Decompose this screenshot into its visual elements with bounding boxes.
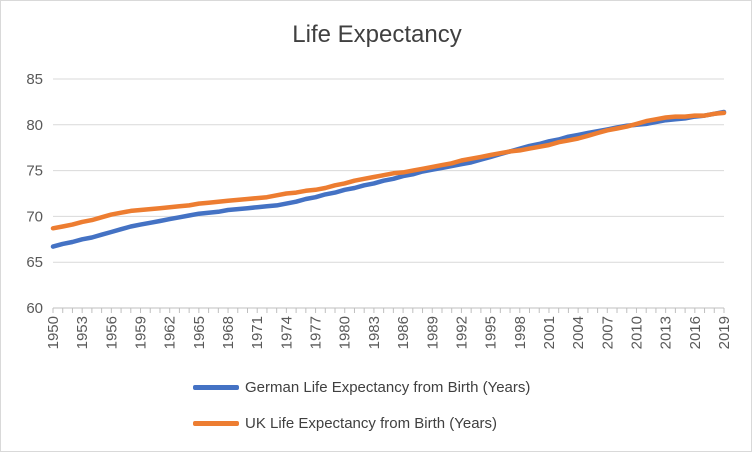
- x-tick-label-1992: 1992: [453, 316, 470, 349]
- x-tick-label-2013: 2013: [658, 316, 675, 349]
- x-tick-label-1959: 1959: [133, 316, 150, 349]
- legend-item-german: German Life Expectancy from Birth (Years…: [193, 377, 530, 397]
- series-line-german: [50, 109, 727, 249]
- x-tick-label-1956: 1956: [103, 316, 120, 349]
- chart-title: Life Expectancy: [292, 21, 462, 48]
- y-tick-label-65: 65: [26, 254, 43, 271]
- x-tick-label-2010: 2010: [628, 316, 645, 349]
- x-tick-label-1983: 1983: [366, 316, 383, 349]
- x-tick-label-1974: 1974: [278, 316, 295, 349]
- x-tick-label-2007: 2007: [599, 316, 616, 349]
- x-tick-label-1962: 1962: [162, 316, 179, 349]
- legend-swatch-uk: [193, 420, 239, 426]
- x-tick-label-1998: 1998: [512, 316, 529, 349]
- x-tick-label-2004: 2004: [570, 316, 587, 349]
- x-tick-label-1977: 1977: [308, 316, 325, 349]
- x-tick-label-1968: 1968: [220, 316, 237, 349]
- x-tick-label-2019: 2019: [716, 316, 733, 349]
- legend-label-uk: UK Life Expectancy from Birth (Years): [245, 414, 498, 432]
- y-tick-label-70: 70: [26, 208, 43, 225]
- x-tick-label-1989: 1989: [424, 316, 441, 349]
- y-tick-label-60: 60: [26, 300, 43, 317]
- y-tick-label-85: 85: [26, 71, 43, 88]
- legend-swatch-german: [193, 384, 239, 390]
- legend-item-uk: UK Life Expectancy from Birth (Years): [193, 413, 497, 433]
- x-tick-label-1995: 1995: [483, 316, 500, 349]
- x-tick-label-1953: 1953: [74, 316, 91, 349]
- y-tick-label-75: 75: [26, 163, 43, 180]
- x-tick-label-2016: 2016: [687, 316, 704, 349]
- x-tick-label-2001: 2001: [541, 316, 558, 349]
- x-tick-label-1971: 1971: [249, 316, 266, 349]
- series-line-uk: [50, 110, 727, 231]
- x-tick-label-1965: 1965: [191, 316, 208, 349]
- x-tick-label-1980: 1980: [337, 316, 354, 349]
- y-tick-label-80: 80: [26, 117, 43, 134]
- x-tick-label-1950: 1950: [45, 316, 62, 349]
- x-tick-label-1986: 1986: [395, 316, 412, 349]
- legend-label-german: German Life Expectancy from Birth (Years…: [245, 378, 531, 396]
